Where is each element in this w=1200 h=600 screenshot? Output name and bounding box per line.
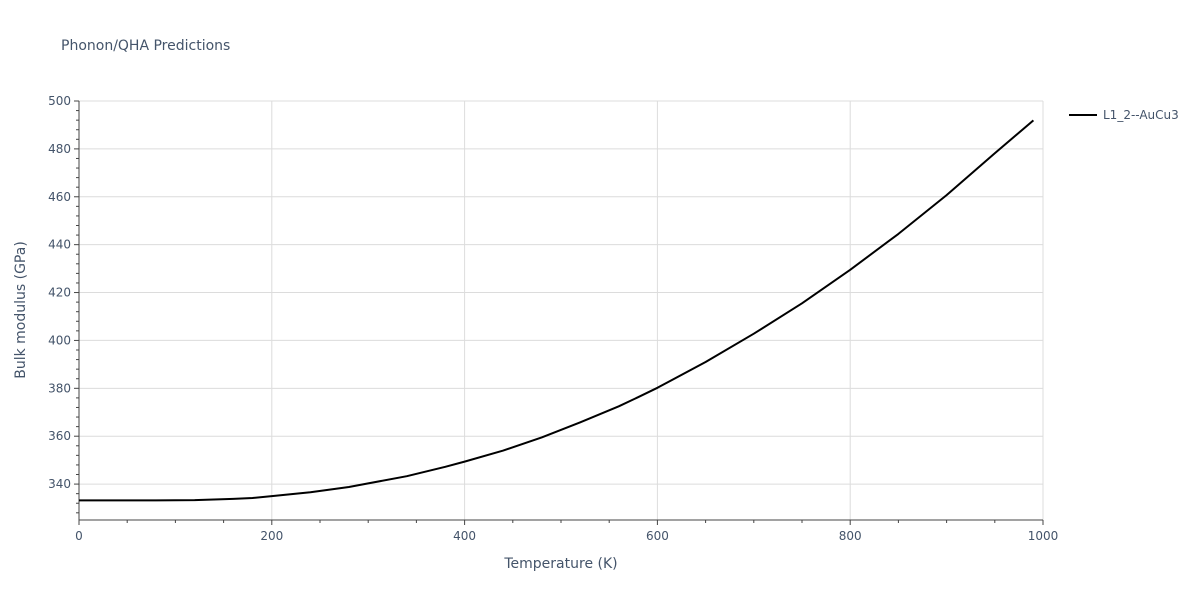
x-tick-label: 0 [75,529,83,543]
y-tick-label: 340 [48,477,71,491]
chart-title: Phonon/QHA Predictions [61,38,230,54]
x-tick-label: 600 [646,529,669,543]
y-tick-label: 360 [48,429,71,443]
y-axis-title: Bulk modulus (GPa) [13,241,29,379]
axes [78,101,1043,521]
x-tick-label: 1000 [1028,529,1059,543]
y-tick-label: 440 [48,238,71,252]
x-axis-title: Temperature (K) [503,556,617,572]
grid [78,100,1044,520]
y-tick-label: 420 [48,286,71,300]
y-tick-label: 460 [48,190,71,204]
y-tick-label: 400 [48,333,71,347]
x-tick-label: 400 [453,529,476,543]
series-line-L1_2--AuCu3 [79,119,1035,502]
legend-label: L1_2--AuCu3 [1103,108,1179,122]
ticks: 0 200 400 600 800 1000 340 360 380 400 420 440 460 48… [48,94,1058,543]
y-tick-label: 380 [48,381,71,395]
x-tick-label: 800 [839,529,862,543]
y-tick-label: 500 [48,94,71,108]
series-layer [79,119,1035,502]
legend[interactable]: L1_2--AuCu3 [1069,108,1179,122]
x-tick-label: 200 [260,529,283,543]
y-tick-label: 480 [48,142,71,156]
